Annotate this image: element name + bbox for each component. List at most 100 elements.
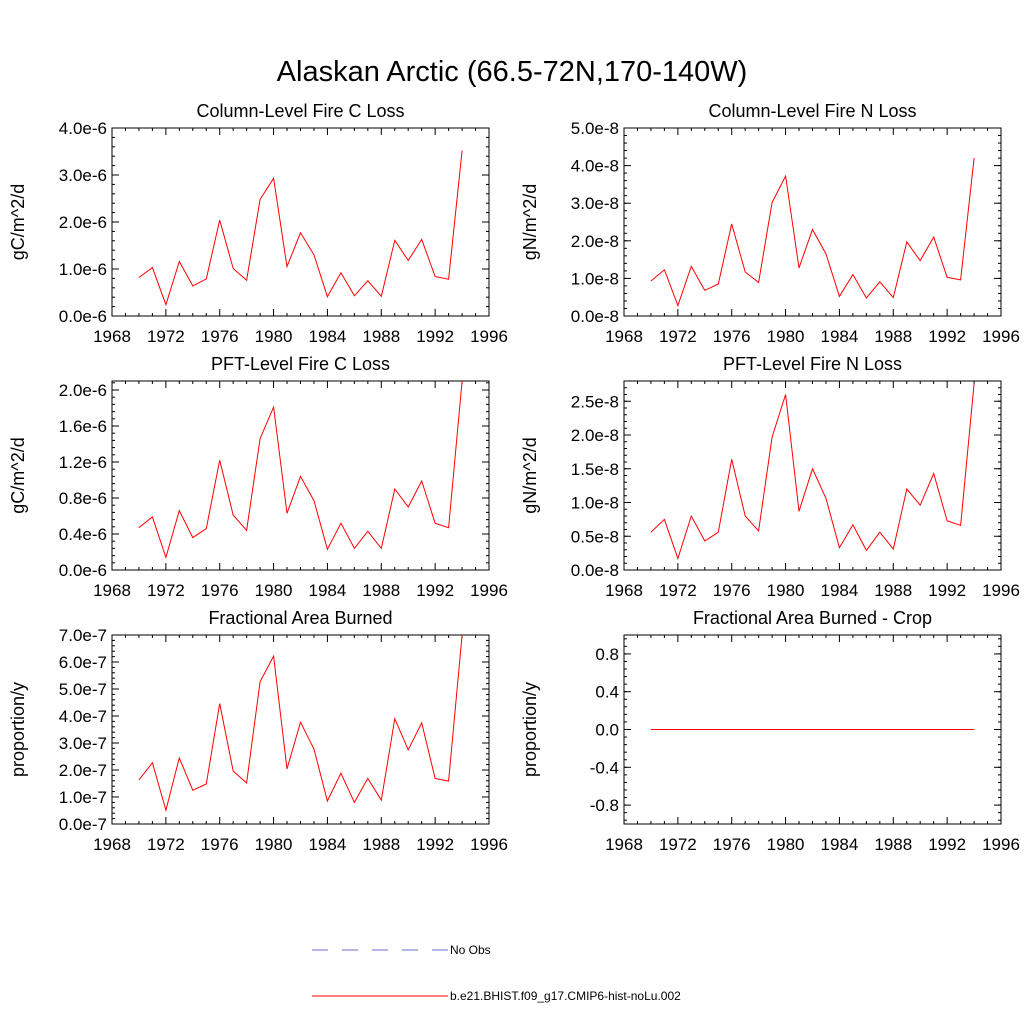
x-tick-label: 1992 [416, 327, 454, 346]
y-tick-label: 4.0e-7 [59, 707, 107, 726]
x-tick-label: 1968 [605, 835, 643, 854]
x-tick-label: 1980 [255, 327, 293, 346]
x-tick-label: 1992 [928, 581, 966, 600]
y-tick-label: 2.5e-8 [571, 392, 619, 411]
chart-panel-6: Fractional Area Burned - Crop proportion/… [520, 608, 1020, 854]
x-tick-label: 1984 [309, 581, 347, 600]
panel-title: Fractional Area Burned - Crop [693, 608, 932, 628]
series-line [138, 634, 463, 813]
y-axis-label: proportion/y [520, 682, 540, 777]
y-tick-label: 1.0e-8 [571, 269, 619, 288]
x-tick-label: 1980 [767, 581, 805, 600]
x-tick-label: 1984 [821, 327, 859, 346]
x-tick-label: 1996 [982, 835, 1020, 854]
series-line [650, 158, 975, 307]
y-tick-label: 3.0e-7 [59, 734, 107, 753]
panel-title: Column-Level Fire C Loss [196, 101, 404, 121]
y-tick-label: 2.0e-6 [59, 213, 107, 232]
x-tick-label: 1968 [93, 327, 131, 346]
chart-panel-1: Column-Level Fire C Loss gC/m^2/d 1968 1972… [8, 101, 508, 346]
x-tick-label: 1996 [470, 835, 508, 854]
legend-no-obs-label: No Obs [450, 943, 491, 957]
x-tick-label: 1968 [605, 327, 643, 346]
legend-series-label: b.e21.BHIST.f09_g17.CMIP6-hist-noLu.002 [450, 989, 681, 1003]
panels-group: Column-Level Fire C Loss gC/m^2/d 1968 1972… [8, 101, 1020, 854]
y-tick-label: 4.0e-8 [571, 157, 619, 176]
y-tick-label: 0.0e-8 [571, 561, 619, 580]
x-tick-label: 1996 [982, 581, 1020, 600]
x-tick-label: 1972 [147, 835, 185, 854]
y-tick-label: 1.0e-6 [59, 260, 107, 279]
y-tick-label: 0.4e-6 [59, 525, 107, 544]
y-tick-label: 0.0e-8 [571, 307, 619, 326]
y-tick-label: 4.0e-6 [59, 119, 107, 138]
series-line [650, 383, 975, 561]
x-tick-label: 1988 [874, 835, 912, 854]
x-tick-label: 1976 [713, 835, 751, 854]
x-tick-label: 1996 [982, 327, 1020, 346]
y-tick-label: 0.0e-6 [59, 561, 107, 580]
y-tick-label: -0.4 [590, 758, 619, 777]
x-tick-label: 1988 [362, 835, 400, 854]
y-tick-label: 3.0e-8 [571, 194, 619, 213]
x-tick-label: 1980 [767, 327, 805, 346]
x-tick-label: 1968 [605, 581, 643, 600]
x-tick-label: 1972 [659, 581, 697, 600]
x-tick-label: 1976 [201, 581, 239, 600]
chart-panel-2: Column-Level Fire N Loss gN/m^2/d 1968 1972… [520, 101, 1020, 346]
x-tick-label: 1988 [362, 327, 400, 346]
y-tick-label: 2.0e-8 [571, 232, 619, 251]
y-tick-label: 2.0e-8 [571, 426, 619, 445]
x-tick-label: 1992 [416, 581, 454, 600]
y-tick-label: 2.0e-6 [59, 381, 107, 400]
panel-title: PFT-Level Fire N Loss [723, 354, 902, 374]
x-tick-label: 1972 [147, 327, 185, 346]
x-tick-label: 1980 [255, 835, 293, 854]
y-tick-label: 1.0e-7 [59, 788, 107, 807]
x-tick-label: 1988 [874, 327, 912, 346]
legend: No Obs b.e21.BHIST.f09_g17.CMIP6-hist-no… [312, 943, 681, 1003]
chart-panel-3: PFT-Level Fire C Loss gC/m^2/d 1968 1972 197… [8, 354, 508, 600]
y-tick-label: 5.0e-7 [59, 680, 107, 699]
series-line [138, 380, 463, 560]
y-axis-label: gC/m^2/d [8, 184, 28, 260]
x-tick-label: 1988 [874, 581, 912, 600]
y-axis-label: gC/m^2/d [8, 437, 28, 513]
chart-panel-4: PFT-Level Fire N Loss gN/m^2/d 1968 1972 197… [520, 354, 1020, 600]
x-tick-label: 1992 [928, 327, 966, 346]
x-tick-label: 1992 [928, 835, 966, 854]
x-tick-label: 1992 [416, 835, 454, 854]
x-tick-label: 1972 [659, 835, 697, 854]
y-tick-label: 1.0e-8 [571, 494, 619, 513]
x-tick-label: 1972 [147, 581, 185, 600]
y-axis-label: proportion/y [8, 682, 28, 777]
y-axis-label: gN/m^2/d [520, 437, 540, 513]
y-tick-label: -0.8 [590, 796, 619, 815]
y-tick-label: 0.0e-7 [59, 815, 107, 834]
x-tick-label: 1984 [309, 327, 347, 346]
chart-panel-5: Fractional Area Burned proportion/y 1968 19… [8, 608, 508, 854]
x-tick-label: 1984 [821, 581, 859, 600]
x-tick-label: 1968 [93, 835, 131, 854]
y-tick-label: 3.0e-6 [59, 166, 107, 185]
figure-title: Alaskan Arctic (66.5-72N,170-140W) [277, 56, 748, 88]
y-tick-label: 0.4 [595, 683, 619, 702]
panel-title: PFT-Level Fire C Loss [211, 354, 390, 374]
y-tick-label: 1.5e-8 [571, 460, 619, 479]
x-tick-label: 1976 [713, 581, 751, 600]
x-tick-label: 1984 [821, 835, 859, 854]
x-tick-label: 1996 [470, 581, 508, 600]
y-axis-label: gN/m^2/d [520, 184, 540, 260]
y-tick-label: 0.5e-8 [571, 527, 619, 546]
y-tick-label: 0.8e-6 [59, 489, 107, 508]
panel-title: Fractional Area Burned [208, 608, 392, 628]
y-tick-label: 6.0e-7 [59, 653, 107, 672]
series-line [138, 150, 463, 307]
x-tick-label: 1984 [309, 835, 347, 854]
x-tick-label: 1988 [362, 581, 400, 600]
y-tick-label: 7.0e-7 [59, 626, 107, 645]
y-tick-label: 1.6e-6 [59, 417, 107, 436]
x-tick-label: 1980 [255, 581, 293, 600]
